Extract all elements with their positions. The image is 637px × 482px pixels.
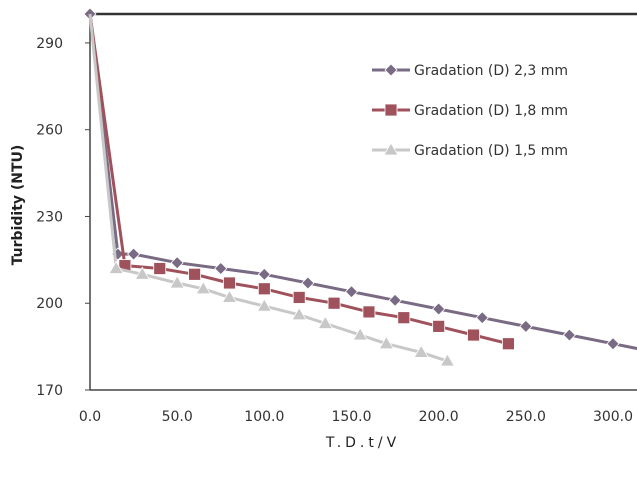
y-axis-title: Turbidity (NTU) [10, 145, 26, 266]
data-point [562, 328, 576, 342]
plot-area-group [89, 12, 637, 391]
data-point [221, 289, 238, 303]
data-point [378, 335, 395, 350]
data-point [397, 311, 411, 325]
data-point [606, 337, 620, 351]
legend-item: Gradation (D) 1,8 mm [372, 103, 568, 119]
x-axis-title: T.D.t/V [325, 435, 400, 451]
legend-item: Gradation (D) 1,5 mm [372, 142, 568, 159]
data-point [195, 280, 212, 295]
legend-marker [384, 63, 398, 77]
x-tick-label: 150.0 [331, 409, 371, 425]
data-point [256, 298, 273, 312]
data-point [108, 260, 124, 274]
data-point [344, 285, 359, 299]
y-tick-label: 230 [36, 209, 63, 225]
data-point [223, 276, 236, 290]
data-point [127, 247, 141, 261]
data-point [134, 266, 150, 280]
y-tick-label: 290 [36, 36, 63, 52]
data-point [214, 261, 228, 276]
data-point [170, 256, 184, 270]
legend-label: Gradation (D) 1,5 mm [414, 143, 568, 159]
legend-marker [384, 103, 398, 117]
data-point [317, 315, 334, 329]
data-point [153, 262, 167, 275]
y-tick-label: 200 [36, 296, 63, 312]
series-layer [83, 7, 637, 367]
y-tick-label: 260 [36, 123, 63, 139]
data-point [352, 327, 368, 341]
data-point [362, 305, 376, 319]
series-gradation-d-2-3-mm [83, 7, 637, 351]
data-point [388, 293, 402, 307]
legend: Gradation (D) 2,3 mm Gradation (D) 1,8 mm… [372, 63, 568, 159]
data-point [292, 291, 306, 304]
data-point [169, 275, 185, 289]
x-tick-label: 250.0 [506, 409, 546, 425]
data-point [467, 328, 480, 342]
x-tick-label: 200.0 [419, 409, 459, 425]
x-tick-label: 300.0 [593, 409, 633, 425]
data-point [257, 267, 271, 281]
data-point [432, 302, 446, 316]
legend-label: Gradation (D) 1,8 mm [414, 103, 568, 119]
y-tick-labels: 170 200 230 260 290 [36, 36, 90, 399]
legend-label: Gradation (D) 2,3 mm [414, 63, 568, 79]
legend-item: Gradation (D) 2,3 mm [372, 63, 568, 79]
data-point [432, 319, 446, 333]
x-tick-labels: 0.0 50.0 100.0 150.0 200.0 250.0 300.0 [79, 409, 633, 425]
series-gradation-d-1-5-mm [88, 13, 456, 367]
y-tick-label: 170 [36, 383, 63, 399]
data-point [188, 267, 202, 281]
series-gradation-d-1-8-mm [88, 13, 515, 351]
data-point [519, 319, 533, 333]
x-tick-label: 0.0 [79, 409, 101, 425]
data-point [439, 353, 456, 367]
data-point [501, 337, 515, 351]
data-point [327, 296, 341, 310]
x-tick-label: 50.0 [162, 409, 193, 425]
data-point [301, 276, 315, 290]
data-point [257, 282, 271, 296]
data-point [475, 311, 489, 325]
data-point [413, 344, 429, 358]
data-point [291, 307, 307, 321]
legend-marker [383, 142, 399, 156]
x-tick-label: 100.0 [244, 409, 284, 425]
